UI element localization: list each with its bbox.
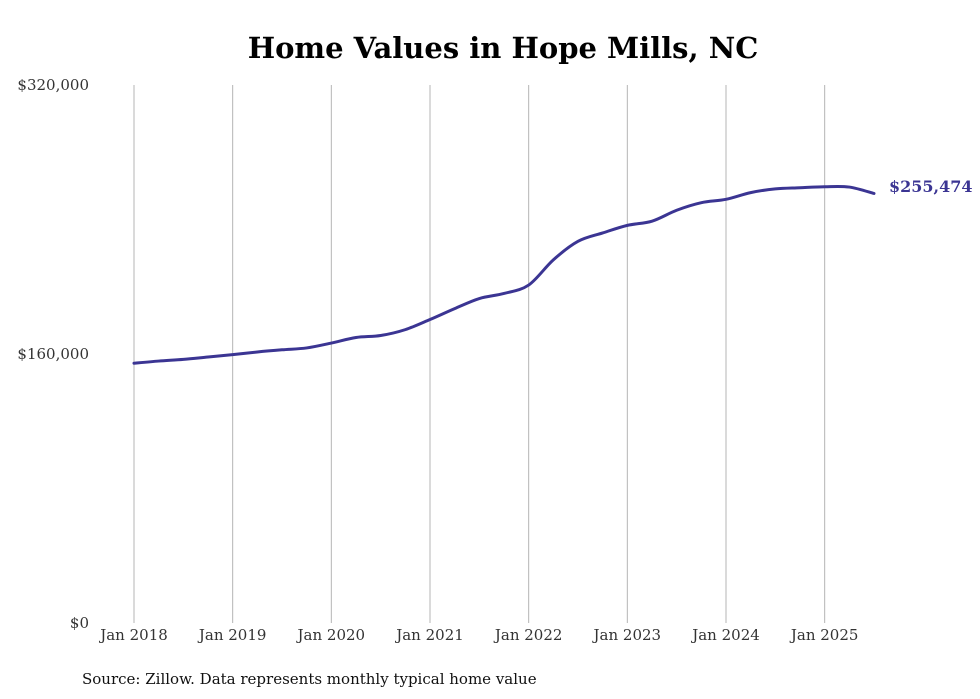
x-axis: Jan 2018 Jan 2019 Jan 2020 Jan 2021 Jan 2022… [98, 626, 858, 644]
x-tick-label: Jan 2025 [789, 626, 859, 644]
grid-layer [133, 85, 826, 623]
x-tick-label: Jan 2021 [394, 626, 464, 644]
series-layer [132, 184, 876, 365]
x-tick-label: Jan 2020 [296, 626, 366, 644]
series-line [132, 184, 876, 365]
x-tick-label: Jan 2022 [493, 626, 563, 644]
x-tick-label: Jan 2019 [197, 626, 267, 644]
source-note: Source: Zillow. Data represents monthly … [82, 670, 537, 688]
x-tick-label: Jan 2024 [690, 626, 760, 644]
y-tick-label: $0 [70, 614, 89, 632]
y-tick-label: $160,000 [17, 345, 89, 363]
x-tick-label: Jan 2023 [592, 626, 662, 644]
y-tick-label: $320,000 [17, 76, 89, 94]
end-value-label: $255,474 [889, 177, 973, 196]
x-tick-label: Jan 2018 [98, 626, 168, 644]
chart-title: Home Values in Hope Mills, NC [248, 31, 759, 65]
y-axis: $0 $160,000 $320,000 [17, 76, 89, 632]
